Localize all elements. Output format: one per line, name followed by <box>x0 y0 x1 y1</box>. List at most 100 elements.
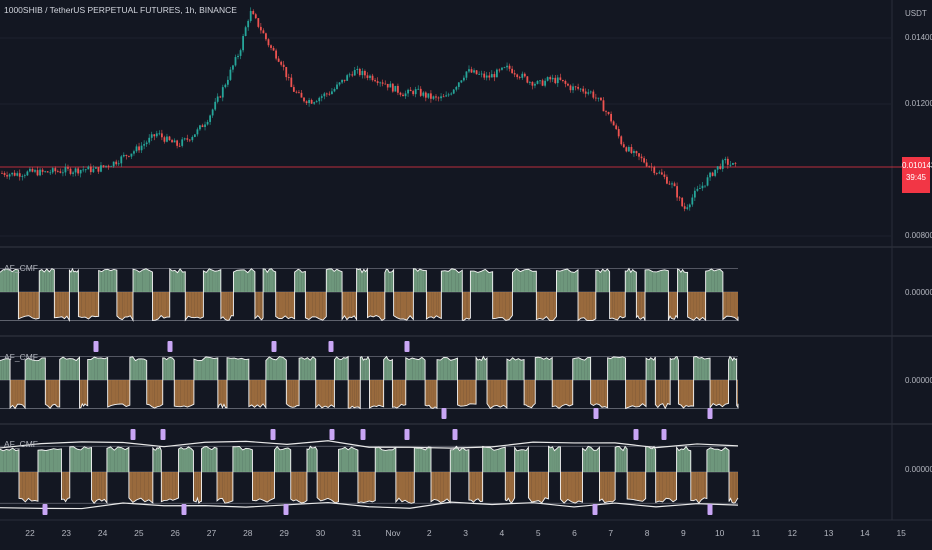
time-axis-label: 6 <box>572 528 577 538</box>
positive-flow-fill <box>600 269 603 292</box>
currency-label[interactable]: USDT <box>905 9 927 18</box>
candle-body <box>282 64 285 67</box>
negative-flow-fill <box>360 472 364 503</box>
candle-body <box>285 66 288 78</box>
negative-flow-fill <box>578 292 581 321</box>
candle-body <box>678 197 681 199</box>
positive-flow-fill <box>428 447 431 472</box>
positive-flow-fill <box>477 359 480 380</box>
candle-body <box>424 92 427 98</box>
candle-body <box>412 91 415 95</box>
positive-flow-fill <box>5 358 7 380</box>
positive-flow-fill <box>578 357 582 380</box>
negative-flow-fill <box>180 380 185 407</box>
candle-body <box>122 154 125 157</box>
positive-flow-fill <box>683 446 687 472</box>
candle-body <box>384 83 387 85</box>
negative-flow-fill <box>635 380 640 407</box>
indicator-title[interactable]: AF_CMF <box>4 263 38 273</box>
positive-flow-fill <box>217 269 221 292</box>
candle-body <box>247 20 250 28</box>
positive-flow-fill <box>360 268 363 292</box>
positive-flow-fill <box>417 448 420 472</box>
candle-body <box>320 96 323 98</box>
positive-flow-fill <box>277 446 280 472</box>
positive-flow-fill <box>584 357 588 380</box>
positive-flow-fill <box>206 446 210 472</box>
negative-flow-fill <box>83 380 85 406</box>
negative-flow-fill <box>319 292 323 321</box>
candle-body <box>8 174 11 177</box>
positive-flow-fill <box>113 269 117 292</box>
negative-flow-fill <box>25 292 29 317</box>
candle-body <box>465 71 468 78</box>
candle-body <box>188 139 191 141</box>
candle-body <box>671 183 673 185</box>
positive-flow-fill <box>414 447 418 472</box>
candle-body <box>358 68 361 76</box>
positive-flow-fill <box>288 447 291 472</box>
candle-body <box>419 88 422 96</box>
signal-marker <box>441 408 447 419</box>
negative-flow-fill <box>693 292 697 321</box>
negative-flow-fill <box>538 472 542 503</box>
positive-flow-fill <box>388 449 393 472</box>
indicator-title[interactable]: AF_CMF <box>4 352 38 362</box>
positive-flow-fill <box>114 446 118 472</box>
positive-flow-fill <box>331 268 335 292</box>
candle-body <box>391 83 394 92</box>
positive-flow-fill <box>53 448 58 472</box>
negative-flow-fill <box>257 292 260 317</box>
candle-body <box>244 27 247 37</box>
negative-flow-fill <box>609 472 613 502</box>
candle-body <box>648 166 651 168</box>
negative-flow-fill <box>642 472 646 502</box>
positive-flow-fill <box>647 359 650 380</box>
positive-flow-fill <box>77 449 81 472</box>
positive-flow-fill <box>3 268 7 292</box>
positive-flow-fill <box>634 271 637 292</box>
signal-marker <box>404 341 410 352</box>
indicator-title[interactable]: AF_CMF <box>4 439 38 449</box>
positive-flow-fill <box>560 269 564 292</box>
candle-body <box>714 169 717 176</box>
positive-flow-fill <box>704 358 708 380</box>
candle-body <box>706 177 709 186</box>
candle-body <box>237 55 239 58</box>
negative-flow-fill <box>371 380 375 407</box>
symbol-title[interactable]: 1000SHIB / TetherUS PERPETUAL FUTURES, 1… <box>4 5 237 15</box>
positive-flow-fill <box>240 269 245 292</box>
positive-flow-fill <box>415 358 419 380</box>
positive-flow-fill <box>570 271 575 292</box>
positive-flow-fill <box>540 357 544 380</box>
candle-body <box>574 86 577 88</box>
positive-flow-fill <box>581 359 585 380</box>
positive-flow-fill <box>242 448 246 472</box>
cmf-line <box>0 445 739 505</box>
candle-body <box>597 97 600 99</box>
negative-flow-fill <box>463 292 465 321</box>
positive-flow-fill <box>450 449 454 472</box>
candle-body <box>31 168 34 172</box>
negative-flow-fill <box>318 380 322 408</box>
negative-flow-fill <box>99 472 102 502</box>
positive-flow-fill <box>188 446 191 472</box>
negative-flow-fill <box>20 380 23 405</box>
positive-flow-fill <box>209 448 212 472</box>
positive-flow-fill <box>650 448 653 472</box>
positive-flow-fill <box>249 448 253 472</box>
negative-flow-fill <box>716 380 720 406</box>
candle-body <box>432 96 435 99</box>
candle-body <box>232 65 234 70</box>
negative-flow-fill <box>219 380 221 405</box>
candle-body <box>556 77 559 84</box>
negative-flow-fill <box>696 472 699 504</box>
positive-flow-fill <box>422 448 426 472</box>
positive-flow-fill <box>652 358 654 380</box>
negative-flow-fill <box>220 292 223 319</box>
positive-flow-fill <box>708 269 712 292</box>
negative-flow-fill <box>378 380 382 407</box>
positive-flow-fill <box>132 356 136 380</box>
positive-flow-fill <box>72 268 74 292</box>
